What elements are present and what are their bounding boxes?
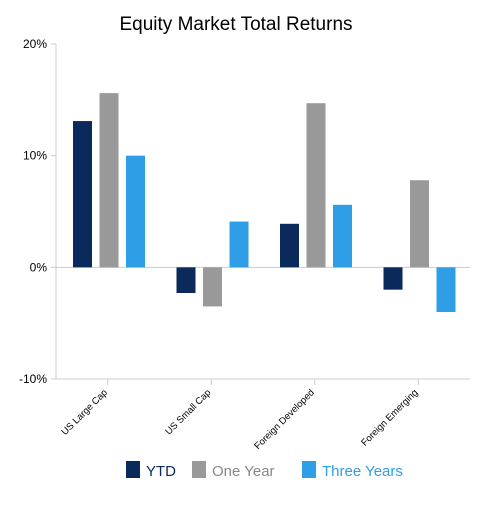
x-tick-label: Foreign Developed: [252, 387, 317, 452]
y-tick-label: -10%: [19, 372, 47, 386]
y-tick-label: 0%: [30, 260, 48, 274]
legend-swatch: [126, 461, 140, 478]
legend-label: Three Years: [322, 463, 403, 480]
x-tick-label: US Large Cap: [60, 387, 110, 437]
x-tick-label: US Small Cap: [163, 387, 213, 437]
legend-label: One Year: [212, 463, 275, 480]
legend: YTD One Year Three Years: [126, 461, 403, 480]
bar-ytd: [176, 267, 196, 294]
bar-ytd: [73, 121, 92, 268]
bar-one-year: [203, 267, 222, 307]
bar-three-years: [126, 155, 145, 268]
bar-three-years: [333, 204, 352, 268]
bar-one-year: [99, 93, 119, 268]
bar-three-years: [229, 221, 249, 268]
bar-three-years: [436, 267, 456, 312]
legend-swatch: [192, 461, 206, 478]
chart-title: Equity Market Total Returns: [119, 14, 352, 35]
bar-ytd: [280, 223, 299, 268]
x-tick-label: Foreign Emerging: [359, 387, 420, 448]
legend-label: YTD: [146, 463, 176, 480]
bars: [73, 93, 456, 312]
bar-one-year: [306, 103, 326, 268]
legend-swatch: [302, 461, 316, 478]
y-tick-label: 10%: [23, 149, 47, 163]
y-tick-label: 20%: [23, 37, 47, 51]
bar-one-year: [410, 180, 429, 268]
bar-ytd: [383, 267, 403, 290]
